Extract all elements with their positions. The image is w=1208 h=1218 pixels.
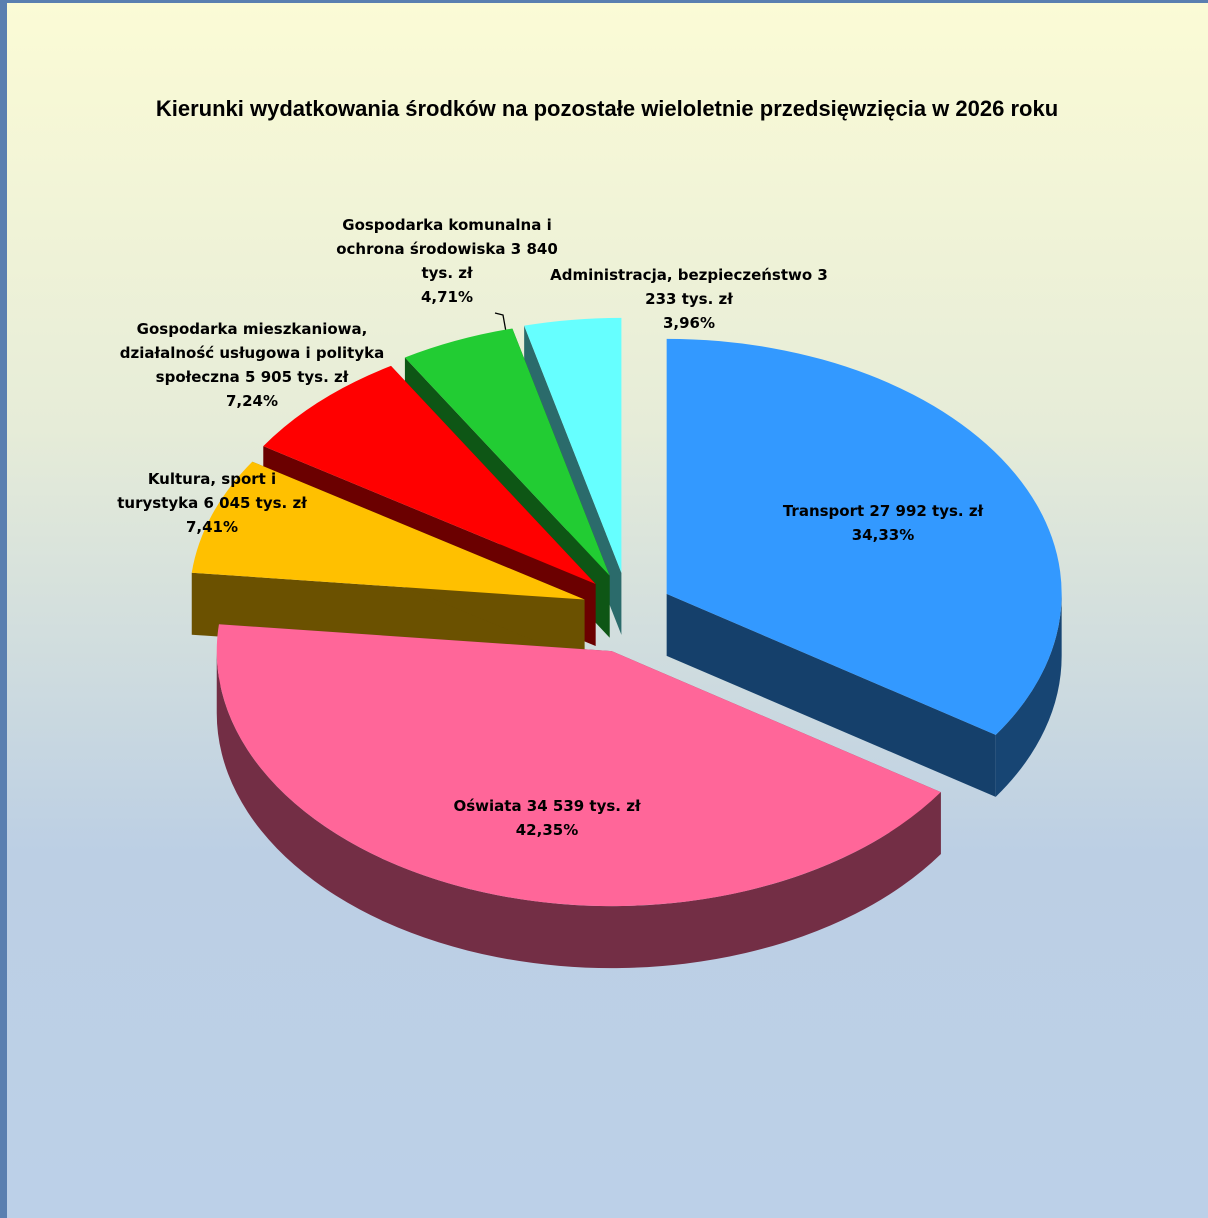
slice <box>524 317 622 573</box>
slice-rim <box>995 593 1062 797</box>
data-label: Oświata 34 539 tys. zł 42,35% <box>417 794 677 842</box>
amount-label: 5 905 tys. zł <box>245 368 349 386</box>
slice-group <box>191 461 585 662</box>
data-label: Administracja, bezpieczeństwo 3 233 tys.… <box>539 263 839 335</box>
data-label: Gospodarka mieszkaniowa, działalność usł… <box>92 317 412 413</box>
value-label: 42,35% <box>515 821 579 839</box>
chart-title: Kierunki wydatkowania środków na pozosta… <box>155 96 1059 121</box>
slice <box>404 328 610 576</box>
category-label: Gospodarka komunalna i ochrona środowisk… <box>336 216 552 258</box>
category-label: Oświata <box>453 797 522 815</box>
amount-label: 3 840 tys. zł <box>421 240 558 282</box>
category-label: Kultura, sport i turystyka <box>117 470 277 512</box>
data-label: Kultura, sport i turystyka 6 045 tys. zł… <box>107 467 317 539</box>
slice-rim <box>216 651 941 969</box>
amount-label: 34 539 tys. zł <box>526 797 641 815</box>
amount-label: 3 233 tys. zł <box>645 266 828 308</box>
value-label: 7,41% <box>185 518 239 536</box>
value-label: 7,24% <box>225 392 279 410</box>
slice-wall <box>666 593 996 797</box>
category-label: Transport <box>782 502 865 520</box>
slice <box>263 365 596 584</box>
value-label: 3,96% <box>662 314 716 332</box>
slice <box>191 461 585 600</box>
slice <box>666 338 1062 735</box>
amount-label: 27 992 tys. zł <box>869 502 984 520</box>
slice-group <box>216 624 941 969</box>
pie-plot <box>191 312 1062 969</box>
value-label: 34,33% <box>851 526 915 544</box>
data-label: Transport 27 992 tys. zł 34,33% <box>758 499 1008 547</box>
category-label: Gospodarka mieszkaniowa, działalność usł… <box>119 320 385 386</box>
slice <box>216 624 941 907</box>
data-label: Gospodarka komunalna i ochrona środowisk… <box>327 213 567 309</box>
value-label: 4,71% <box>420 288 474 306</box>
amount-label: 6 045 tys. zł <box>203 494 307 512</box>
slice-group <box>666 338 1062 797</box>
category-label: Administracja, bezpieczeństwo <box>550 266 813 284</box>
